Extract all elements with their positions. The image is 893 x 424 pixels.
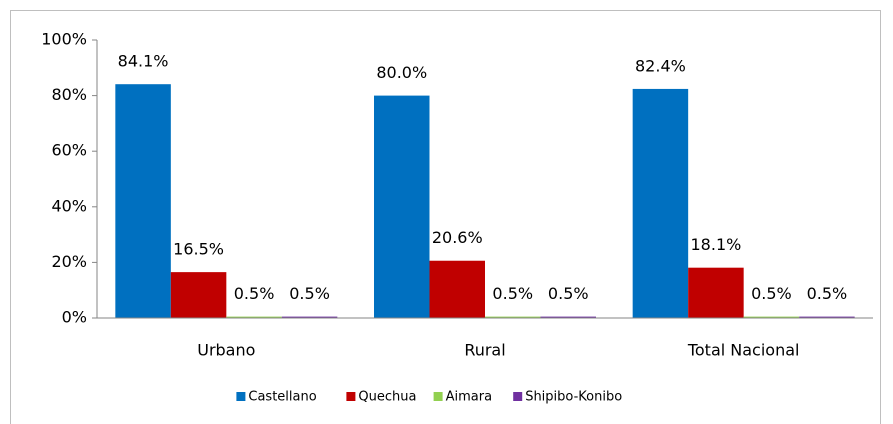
data-label: 20.6%: [432, 228, 483, 247]
x-tick-label: Total Nacional: [687, 341, 800, 360]
bar: [485, 316, 541, 318]
bar: [281, 316, 338, 318]
y-tick-label: 0%: [62, 308, 87, 327]
chart-border: [10, 10, 881, 424]
data-label: 16.5%: [173, 240, 224, 259]
legend-label: Shipibo-Konibo: [525, 390, 622, 405]
bar: [374, 95, 430, 318]
y-tick-label: 100%: [41, 30, 87, 49]
bar: [632, 88, 689, 318]
bar: [688, 267, 744, 318]
bar: [170, 272, 227, 318]
bar: [429, 260, 485, 318]
x-tick-label: Urbano: [197, 341, 255, 360]
legend-swatch: [513, 392, 523, 401]
data-label: 0.5%: [807, 284, 848, 303]
legend-swatch: [433, 392, 443, 401]
y-tick-label: 80%: [51, 85, 87, 104]
legend-label: Aimara: [446, 390, 492, 405]
data-label: 0.5%: [234, 284, 275, 303]
data-label: 0.5%: [289, 284, 330, 303]
legend-label: Quechua: [358, 390, 416, 405]
data-label: 0.5%: [492, 284, 533, 303]
bar: [226, 316, 282, 318]
bar: [799, 316, 855, 318]
data-label: 80.0%: [376, 63, 427, 82]
data-label: 82.4%: [635, 56, 686, 75]
legend-label: Castellano: [248, 390, 316, 405]
data-label: 84.1%: [118, 52, 169, 71]
data-label: 0.5%: [548, 284, 589, 303]
bar: [115, 84, 171, 319]
legend-swatch: [236, 392, 246, 401]
bar: [743, 316, 800, 318]
y-tick-label: 60%: [51, 141, 87, 160]
data-label: 18.1%: [691, 235, 742, 254]
bar: [540, 316, 596, 318]
x-tick-label: Rural: [464, 341, 505, 360]
data-label: 0.5%: [751, 284, 792, 303]
y-tick-label: 40%: [51, 196, 87, 215]
legend-swatch: [346, 392, 356, 401]
y-tick-label: 20%: [51, 252, 87, 271]
